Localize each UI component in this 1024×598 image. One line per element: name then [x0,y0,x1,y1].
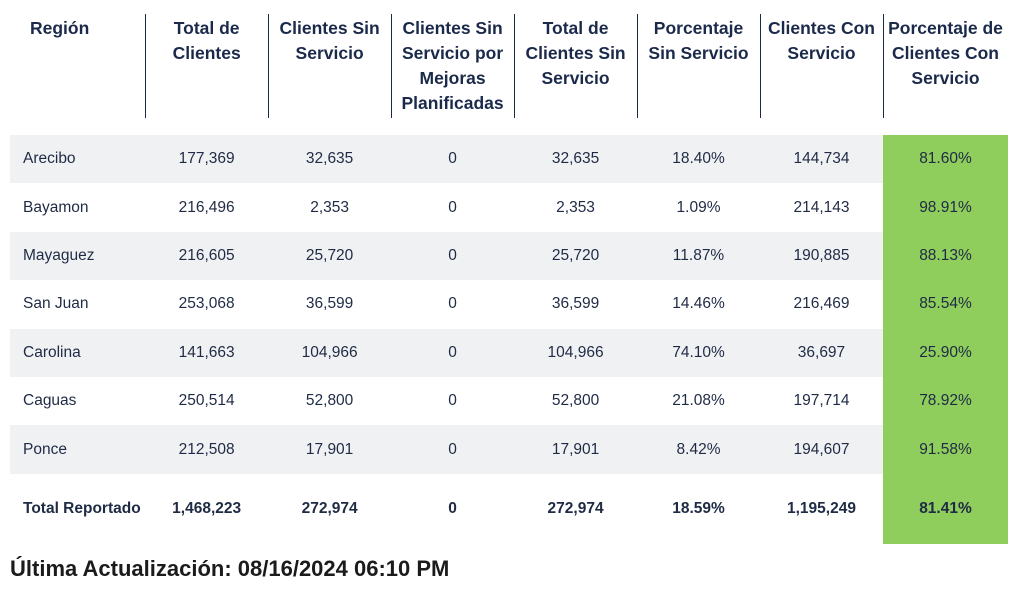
outage-table: Región Total de Clientes Clientes Sin Se… [10,10,1008,544]
cell-total-without-service: 32,635 [514,135,638,184]
cell-total-without-service: 2,353 [556,198,595,216]
total-cell-percent-with-service: 81.41% [882,473,1008,544]
cell-percent-with-service: 85.54% [882,280,1008,329]
cell-clients-with-service: 216,469 [793,295,850,313]
cell-planned-outages: 0 [448,198,457,216]
cell-clients-with-service: 194,607 [760,425,883,474]
cell-region: Bayamon [23,198,89,216]
cell-region: Arecibo [10,135,146,184]
table-row: Mayaguez 216,605 25,720 0 25,720 11.87% 190,88… [10,231,1008,281]
header-percent-without-service: Porcentaje Sin Servicio [637,10,760,135]
cell-total-without-service: 104,966 [514,328,638,377]
cell-planned-outages: 0 [391,231,515,281]
cell-region: Ponce [10,425,146,474]
cell-percent-without-service: 11.87% [637,231,760,281]
cell-planned-outages: 0 [448,392,457,410]
cell-region: Carolina [10,328,146,377]
cell-clients-without-service: 52,800 [305,392,354,410]
table-row: Caguas 250,514 52,800 0 52,800 21.08% 197,714 7… [10,376,1008,426]
header-total-clients: Total de Clientes [145,10,268,135]
cell-total-clients: 177,369 [145,135,269,184]
table-row: Ponce 212,508 17,901 0 17,901 8.42% 194,607 91.… [10,425,1008,474]
cell-clients-without-service: 17,901 [268,425,392,474]
header-clients-without-service: Clientes Sin Servicio [268,10,391,135]
table-header-row: Región Total de Clientes Clientes Sin Se… [10,10,1008,135]
cell-percent-without-service: 8.42% [637,425,760,474]
cell-clients-without-service: 36,599 [305,295,354,313]
table-body: Arecibo 177,369 32,635 0 32,635 18.40% 144,734… [10,135,1008,544]
cell-clients-without-service: 25,720 [268,231,392,281]
cell-total-clients: 141,663 [145,328,269,377]
cell-clients-without-service: 32,635 [268,135,392,184]
cell-percent-without-service: 74.10% [637,328,760,377]
cell-planned-outages: 0 [391,328,515,377]
cell-planned-outages: 0 [391,425,515,474]
cell-total-clients: 253,068 [178,295,235,313]
cell-clients-without-service: 104,966 [268,328,392,377]
cell-percent-with-service: 88.13% [882,231,1008,281]
cell-region: Caguas [23,392,77,410]
header-region: Región [30,18,90,38]
cell-clients-with-service: 36,697 [760,328,883,377]
cell-clients-with-service: 214,143 [793,198,850,216]
cell-region: Mayaguez [10,231,146,281]
total-cell-planned-outages: 0 [448,499,457,517]
cell-total-without-service: 36,599 [551,295,600,313]
total-cell-clients-without-service: 272,974 [301,499,358,517]
table-row: Carolina 141,663 104,966 0 104,966 74.10% 36,6… [10,328,1008,377]
cell-total-without-service: 17,901 [514,425,638,474]
cell-percent-without-service: 1.09% [676,198,721,216]
cell-percent-with-service: 91.58% [882,425,1008,474]
cell-clients-with-service: 190,885 [760,231,883,281]
table-row: Arecibo 177,369 32,635 0 32,635 18.40% 144,734… [10,135,1008,184]
cell-percent-without-service: 18.40% [637,135,760,184]
cell-total-without-service: 52,800 [551,392,600,410]
header-total-without-service: Total de Clientes Sin Servicio [514,10,637,135]
cell-percent-with-service: 81.60% [882,135,1008,184]
last-updated-label: Última Actualización: 08/16/2024 06:10 P… [10,556,450,581]
header-percent-with-service: Porcentaje de Clientes Con Servicio [882,10,1008,135]
table-row: San Juan 253,068 36,599 0 36,599 14.46% 216,46… [10,280,1008,329]
cell-percent-with-service: 78.92% [882,376,1008,426]
header-planned-outages: Clientes Sin Servicio por Mejoras Planif… [391,10,514,135]
cell-percent-with-service: 98.91% [882,183,1008,232]
cell-percent-without-service: 21.08% [672,392,725,410]
cell-total-clients: 212,508 [145,425,269,474]
table-total-row: Total Reportado 1,468,223 272,974 0 272,974 1… [10,473,1008,544]
total-cell-region: Total Reportado [23,499,141,517]
cell-clients-with-service: 197,714 [793,392,850,410]
total-cell-total-clients: 1,468,223 [172,499,242,517]
cell-total-without-service: 25,720 [514,231,638,281]
cell-region: San Juan [23,295,89,313]
cell-planned-outages: 0 [448,295,457,313]
total-cell-clients-with-service: 1,195,249 [787,499,856,517]
header-clients-with-service: Clientes Con Servicio [760,10,883,135]
cell-percent-with-service: 25.90% [882,328,1008,377]
cell-total-clients: 216,496 [178,198,235,216]
total-cell-total-without-service: 272,974 [547,499,604,517]
cell-planned-outages: 0 [391,135,515,184]
cell-clients-with-service: 144,734 [760,135,883,184]
outage-table-container: Región Total de Clientes Clientes Sin Se… [10,10,1008,544]
total-cell-percent-without-service: 18.59% [672,499,725,517]
cell-total-clients: 216,605 [145,231,269,281]
table-row: Bayamon 216,496 2,353 0 2,353 1.09% 214,143 98.… [10,183,1008,232]
cell-percent-without-service: 14.46% [672,295,725,313]
cell-clients-without-service: 2,353 [310,198,349,216]
cell-total-clients: 250,514 [178,392,235,410]
